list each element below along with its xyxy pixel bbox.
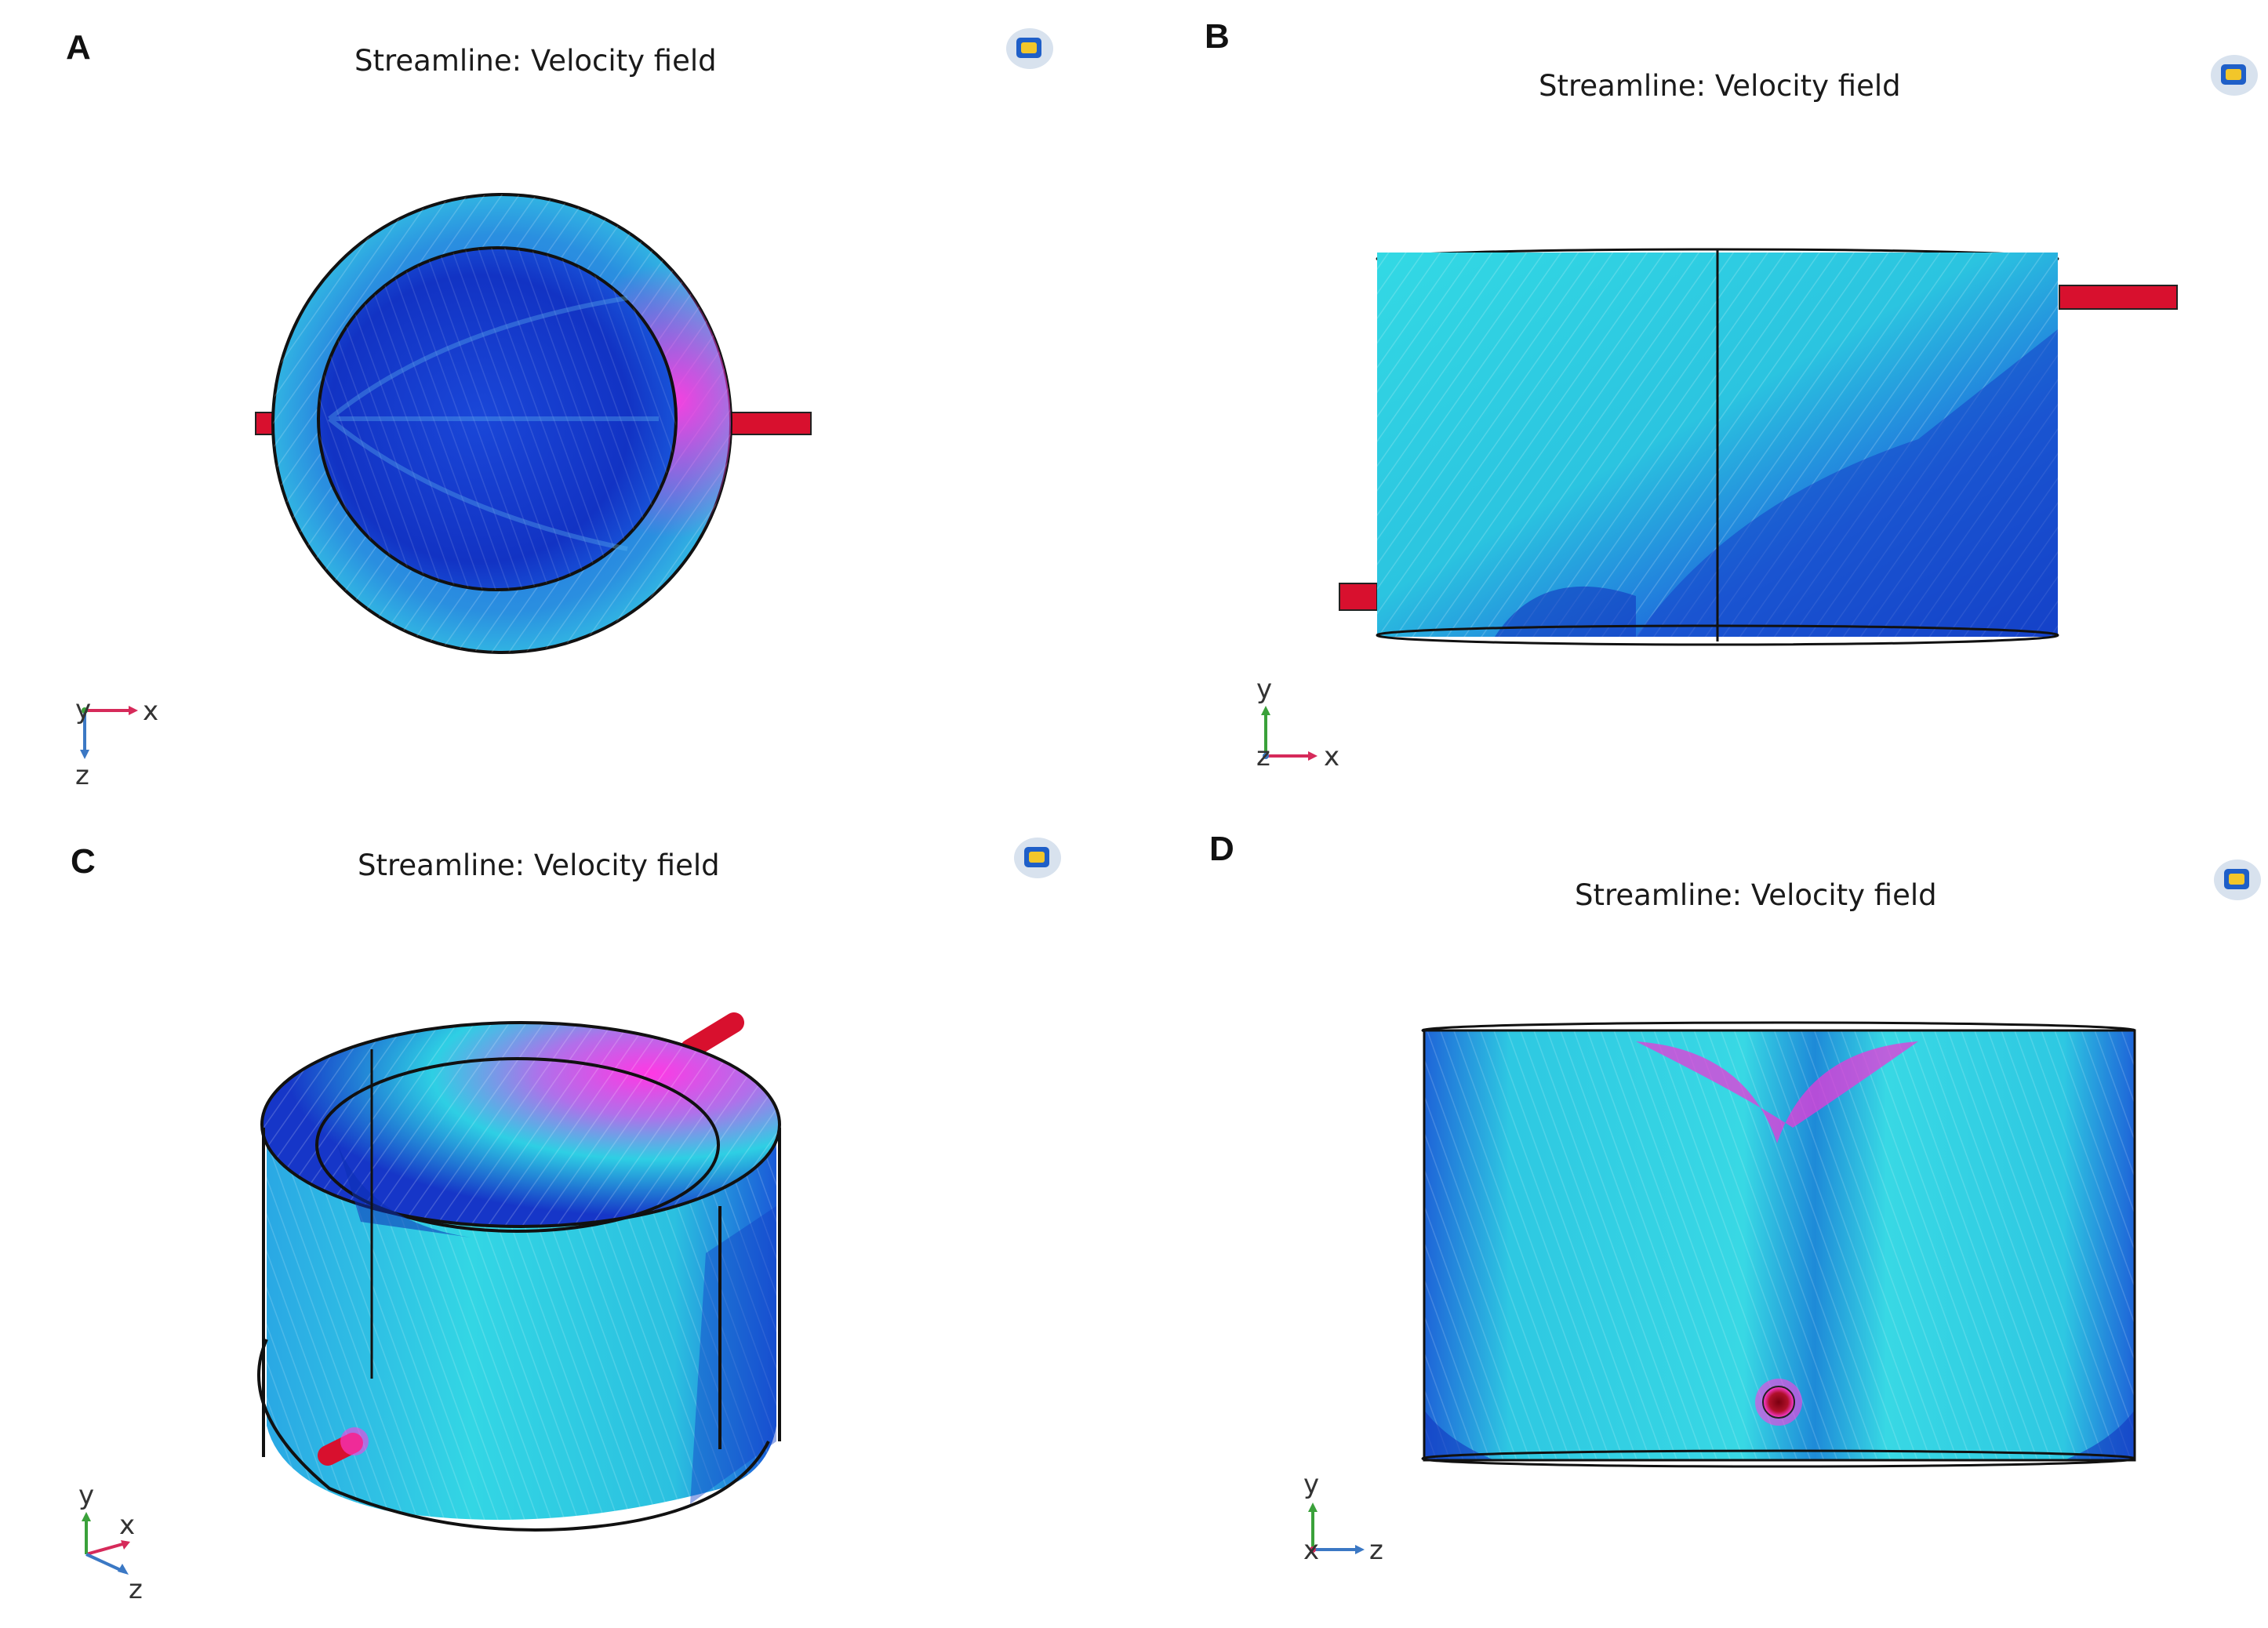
panel-title: Streamline: Velocity field [354, 44, 717, 78]
axis-label-x: x [119, 1510, 135, 1541]
outlet-pipe [722, 412, 812, 435]
panel-title: Streamline: Velocity field [1575, 878, 1937, 912]
comsol-logo-icon [1014, 838, 1061, 878]
axis-label-y: y [1303, 1469, 1319, 1500]
streamline-plot-side-view: y x z [1303, 1021, 2136, 1566]
streamline-plot-front-view: y z x [1256, 248, 2178, 772]
comsol-logo-icon [1006, 28, 1053, 69]
panel-label: A [66, 28, 91, 67]
panel-a: A Streamline: Velocity field y x z [0, 0, 1134, 814]
panel-label: C [71, 842, 96, 881]
axis-label-y: y [75, 694, 91, 725]
axis-triad: y z x [1256, 674, 1339, 772]
inlet-pipe [1762, 1386, 1795, 1419]
axis-label-x: x [1303, 1535, 1319, 1566]
panel-b: B Streamline: Velocity field y z x [1134, 0, 2268, 814]
axis-label-z: z [1369, 1535, 1383, 1566]
axis-label-z: z [75, 760, 89, 791]
panel-c: C Streamline: Velocity field [0, 814, 1134, 1628]
comsol-logo-icon [2211, 55, 2258, 96]
inlet-pipe [1339, 583, 1378, 611]
panel-title: Streamline: Velocity field [1539, 69, 1901, 103]
panel-title: Streamline: Velocity field [358, 849, 720, 882]
comsol-logo-icon [2214, 859, 2261, 900]
axis-label-y: y [1256, 674, 1272, 705]
axis-label-z: z [1256, 741, 1270, 772]
axis-label-x: x [143, 696, 158, 727]
axis-label-y: y [78, 1480, 94, 1511]
outlet-pipe [2059, 285, 2178, 310]
axis-triad: y x z [78, 1480, 143, 1605]
panel-label: D [1209, 830, 1234, 868]
streamline-plot-isometric-view: y x z [78, 1012, 781, 1605]
axis-label-z: z [129, 1574, 143, 1605]
axis-triad: y x z [75, 694, 158, 791]
panel-d: D Streamline: Velocity field y x z [1134, 814, 2268, 1628]
panel-label: B [1205, 17, 1230, 56]
axis-label-x: x [1324, 741, 1339, 772]
streamline-plot-top-view: y x z [75, 193, 812, 791]
axis-triad: y x z [1303, 1469, 1383, 1566]
outlet-pipe [680, 1012, 744, 1059]
